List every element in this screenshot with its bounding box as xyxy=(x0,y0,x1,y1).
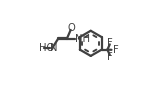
Text: F: F xyxy=(107,52,113,62)
Text: F: F xyxy=(107,38,113,48)
Text: O: O xyxy=(67,23,75,33)
Text: NH: NH xyxy=(75,34,90,44)
Text: F: F xyxy=(113,45,119,55)
Text: HO: HO xyxy=(39,43,54,53)
Text: N: N xyxy=(50,43,57,53)
